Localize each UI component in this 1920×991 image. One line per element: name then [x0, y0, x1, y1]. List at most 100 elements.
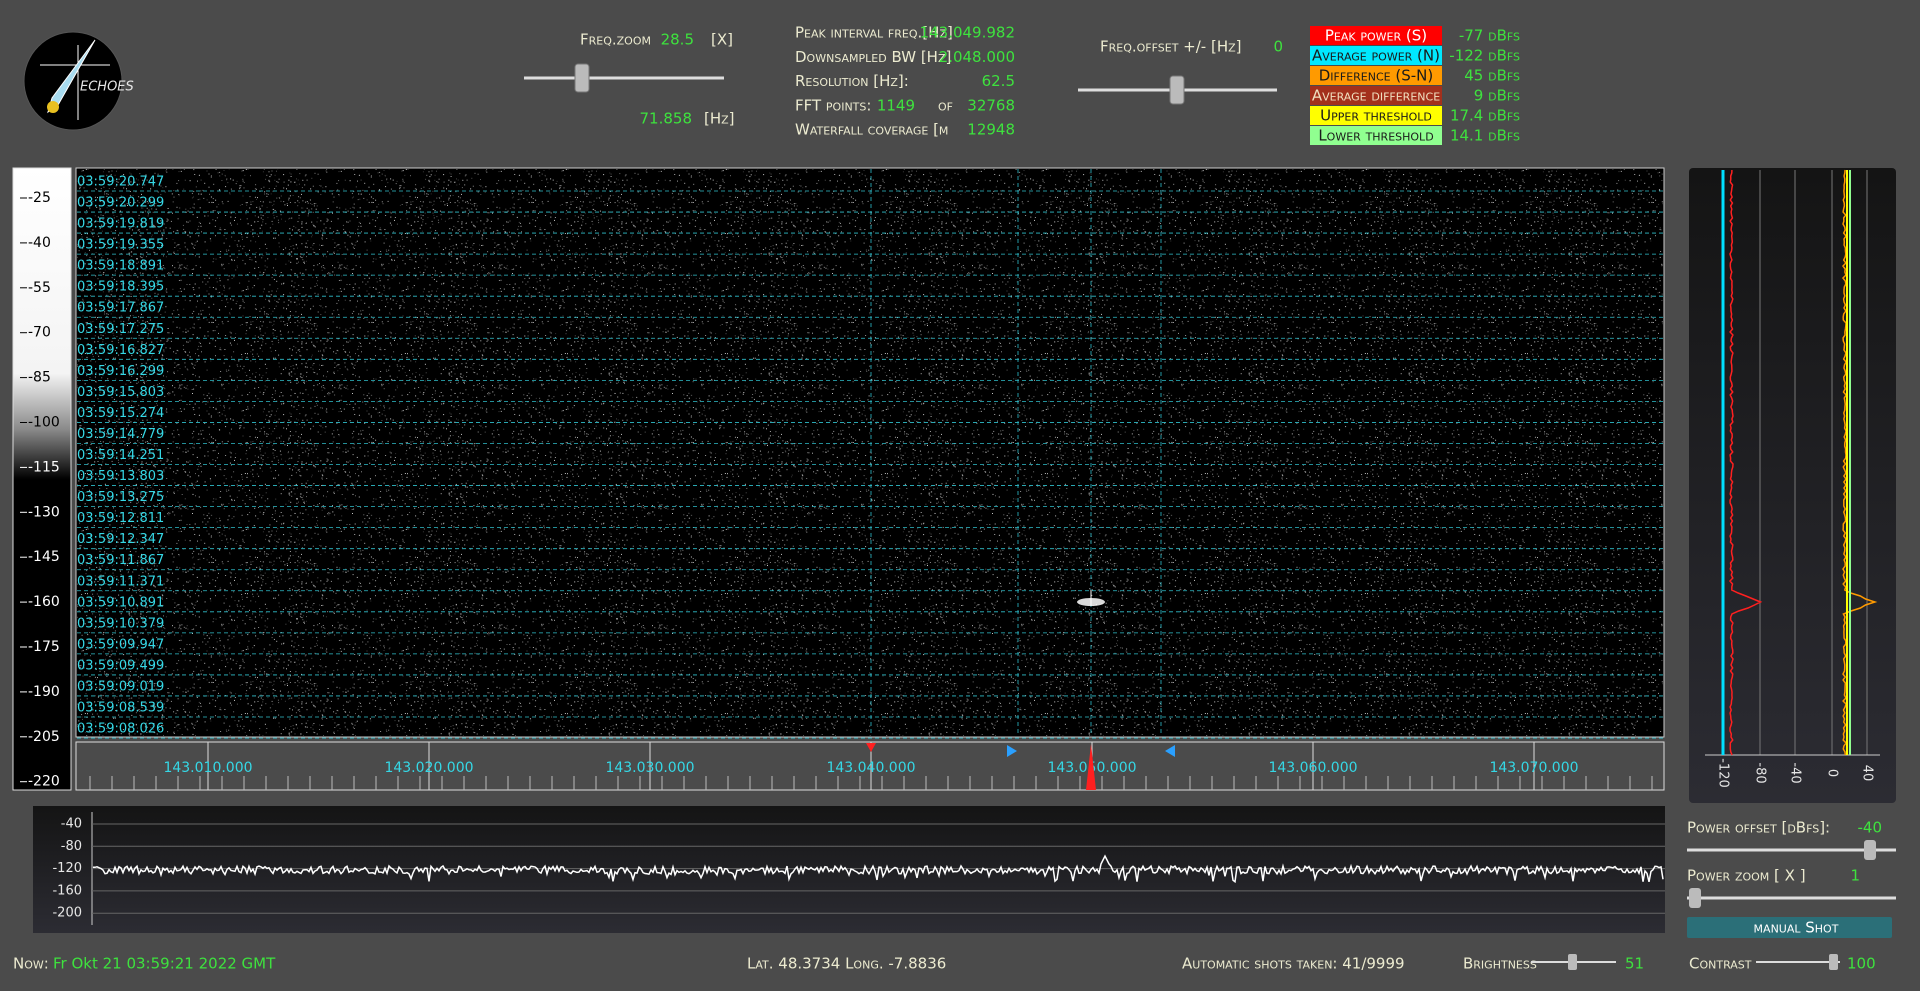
spectrum-label: -200: [52, 906, 82, 921]
label: Fr Okt 21 03:59:21 2022 GMT: [53, 955, 276, 973]
freq-label: 143.030.000: [605, 760, 694, 776]
scale-label: -205: [28, 729, 60, 745]
slider-knob[interactable]: [1568, 954, 1577, 970]
legend-swatch: [1310, 66, 1442, 85]
legend-value: -77 dBfs: [1459, 27, 1520, 45]
scale-label: -70: [28, 325, 51, 341]
label: 28.5: [661, 31, 694, 49]
label: [Hz]: [704, 110, 735, 128]
timestamp: 03:59:08.539: [77, 701, 164, 716]
timestamp: 03:59:12.811: [77, 511, 164, 526]
legend-value: -122 dBfs: [1449, 47, 1520, 65]
timestamp: 03:59:20.747: [77, 175, 164, 190]
label: Freq.offset +/- [Hz]: [1100, 38, 1242, 56]
spectrum-label: -160: [52, 883, 82, 898]
label: Peak interval freq.[Hz]: [795, 24, 953, 42]
label: Brightness: [1463, 955, 1537, 973]
scale-label: -190: [28, 684, 60, 700]
slider-knob[interactable]: [1829, 954, 1838, 970]
timestamp: 03:59:12.347: [77, 532, 164, 547]
timestamp: 03:59:18.395: [77, 280, 164, 295]
legend-swatch: [1310, 26, 1442, 45]
scale-label: -40: [28, 235, 51, 251]
label: -40: [1858, 819, 1883, 837]
timestamp: 03:59:09.019: [77, 679, 164, 694]
power-scale: [12, 167, 72, 791]
legend-label: Difference (S-N): [1319, 67, 1433, 85]
timestamp: 03:59:16.299: [77, 364, 164, 379]
timestamp: 03:59:11.371: [77, 574, 164, 589]
slider-knob[interactable]: [1169, 75, 1185, 105]
scale-label: -220: [28, 774, 60, 790]
label: 0: [1273, 38, 1283, 56]
profile-peak: [1729, 169, 1763, 756]
waterfall-noise: [77, 169, 1663, 736]
label: Contrast: [1689, 955, 1752, 973]
timestamp: 03:59:09.499: [77, 658, 164, 673]
range-marker: [1165, 745, 1175, 757]
profile-label: 0: [1825, 769, 1840, 777]
logo-head: [47, 101, 59, 113]
logo-text: ECHOES: [80, 80, 134, 95]
label: Now:: [13, 955, 49, 973]
timestamp: 03:59:15.803: [77, 385, 164, 400]
legend-swatch: [1310, 86, 1442, 105]
label: 1149: [877, 96, 915, 114]
legend-label: Average power (N): [1312, 47, 1440, 65]
slider-knob[interactable]: [574, 63, 590, 93]
legend-value: 14.1 dBfs: [1450, 127, 1520, 145]
timestamp: 03:59:17.275: [77, 322, 164, 337]
label: Waterfall coverage [m: [795, 121, 948, 139]
label: 12948: [967, 121, 1015, 139]
label: 51: [1625, 955, 1644, 973]
peak-marker: [1086, 744, 1096, 790]
legend-label: Upper threshold: [1320, 107, 1432, 125]
legend-swatch: [1310, 126, 1442, 145]
scale-label: -130: [28, 504, 60, 520]
slider-knob[interactable]: [1689, 888, 1701, 908]
label: 62.5: [982, 72, 1015, 90]
spectrum-label: -120: [52, 861, 82, 876]
label: [X]: [711, 31, 733, 49]
legend-swatch: [1310, 106, 1442, 125]
label: Resolution [Hz]:: [795, 72, 909, 90]
timestamp: 03:59:15.274: [77, 406, 164, 421]
legend-label: Lower threshold: [1318, 127, 1433, 145]
profile-label: -80: [1753, 762, 1768, 783]
scale-label: -145: [28, 549, 60, 565]
label: 2.048.000: [939, 48, 1015, 66]
spectrum-line: [92, 854, 1664, 884]
label: FFT points:: [795, 96, 871, 114]
label: Power offset [dBfs]:: [1687, 819, 1830, 837]
slider-knob[interactable]: [1864, 840, 1876, 860]
label: Automatic shots taken: 41/9999: [1182, 955, 1405, 973]
scale-label: -160: [28, 594, 60, 610]
timestamp: 03:59:13.275: [77, 490, 164, 505]
manual-shot-button[interactable]: [1687, 917, 1892, 938]
spectrum-label: -80: [61, 839, 82, 854]
button-label[interactable]: manual Shot: [1754, 919, 1839, 937]
spectrum-label: -40: [61, 817, 82, 832]
offset-marker: [866, 743, 876, 752]
timestamp: 03:59:19.355: [77, 238, 164, 253]
legend-label: Average difference: [1312, 87, 1440, 105]
scale-label: -85: [28, 370, 51, 386]
timestamp: 03:59:18.891: [77, 259, 164, 274]
freq-label: 143.070.000: [1489, 760, 1578, 776]
profile-label: -40: [1788, 762, 1803, 783]
timestamp: 03:59:14.251: [77, 448, 164, 463]
timestamp: 03:59:10.891: [77, 595, 164, 610]
legend-value: 9 dBfs: [1474, 87, 1520, 105]
label: 143.049.982: [920, 24, 1015, 42]
freq-label: 143.010.000: [163, 760, 252, 776]
location: Lat. 48.3734 Long. -7.8836: [747, 955, 946, 973]
legend-label: Peak power (S): [1325, 27, 1427, 45]
freq-label: 143.020.000: [384, 760, 473, 776]
scale-label: -115: [28, 459, 60, 475]
timestamp: 03:59:14.779: [77, 427, 164, 442]
label: Power zoom [ X ]: [1687, 867, 1806, 885]
timestamp: 03:59:17.867: [77, 301, 164, 316]
scale-label: -175: [28, 639, 60, 655]
timestamp: 03:59:08.026: [77, 722, 164, 737]
